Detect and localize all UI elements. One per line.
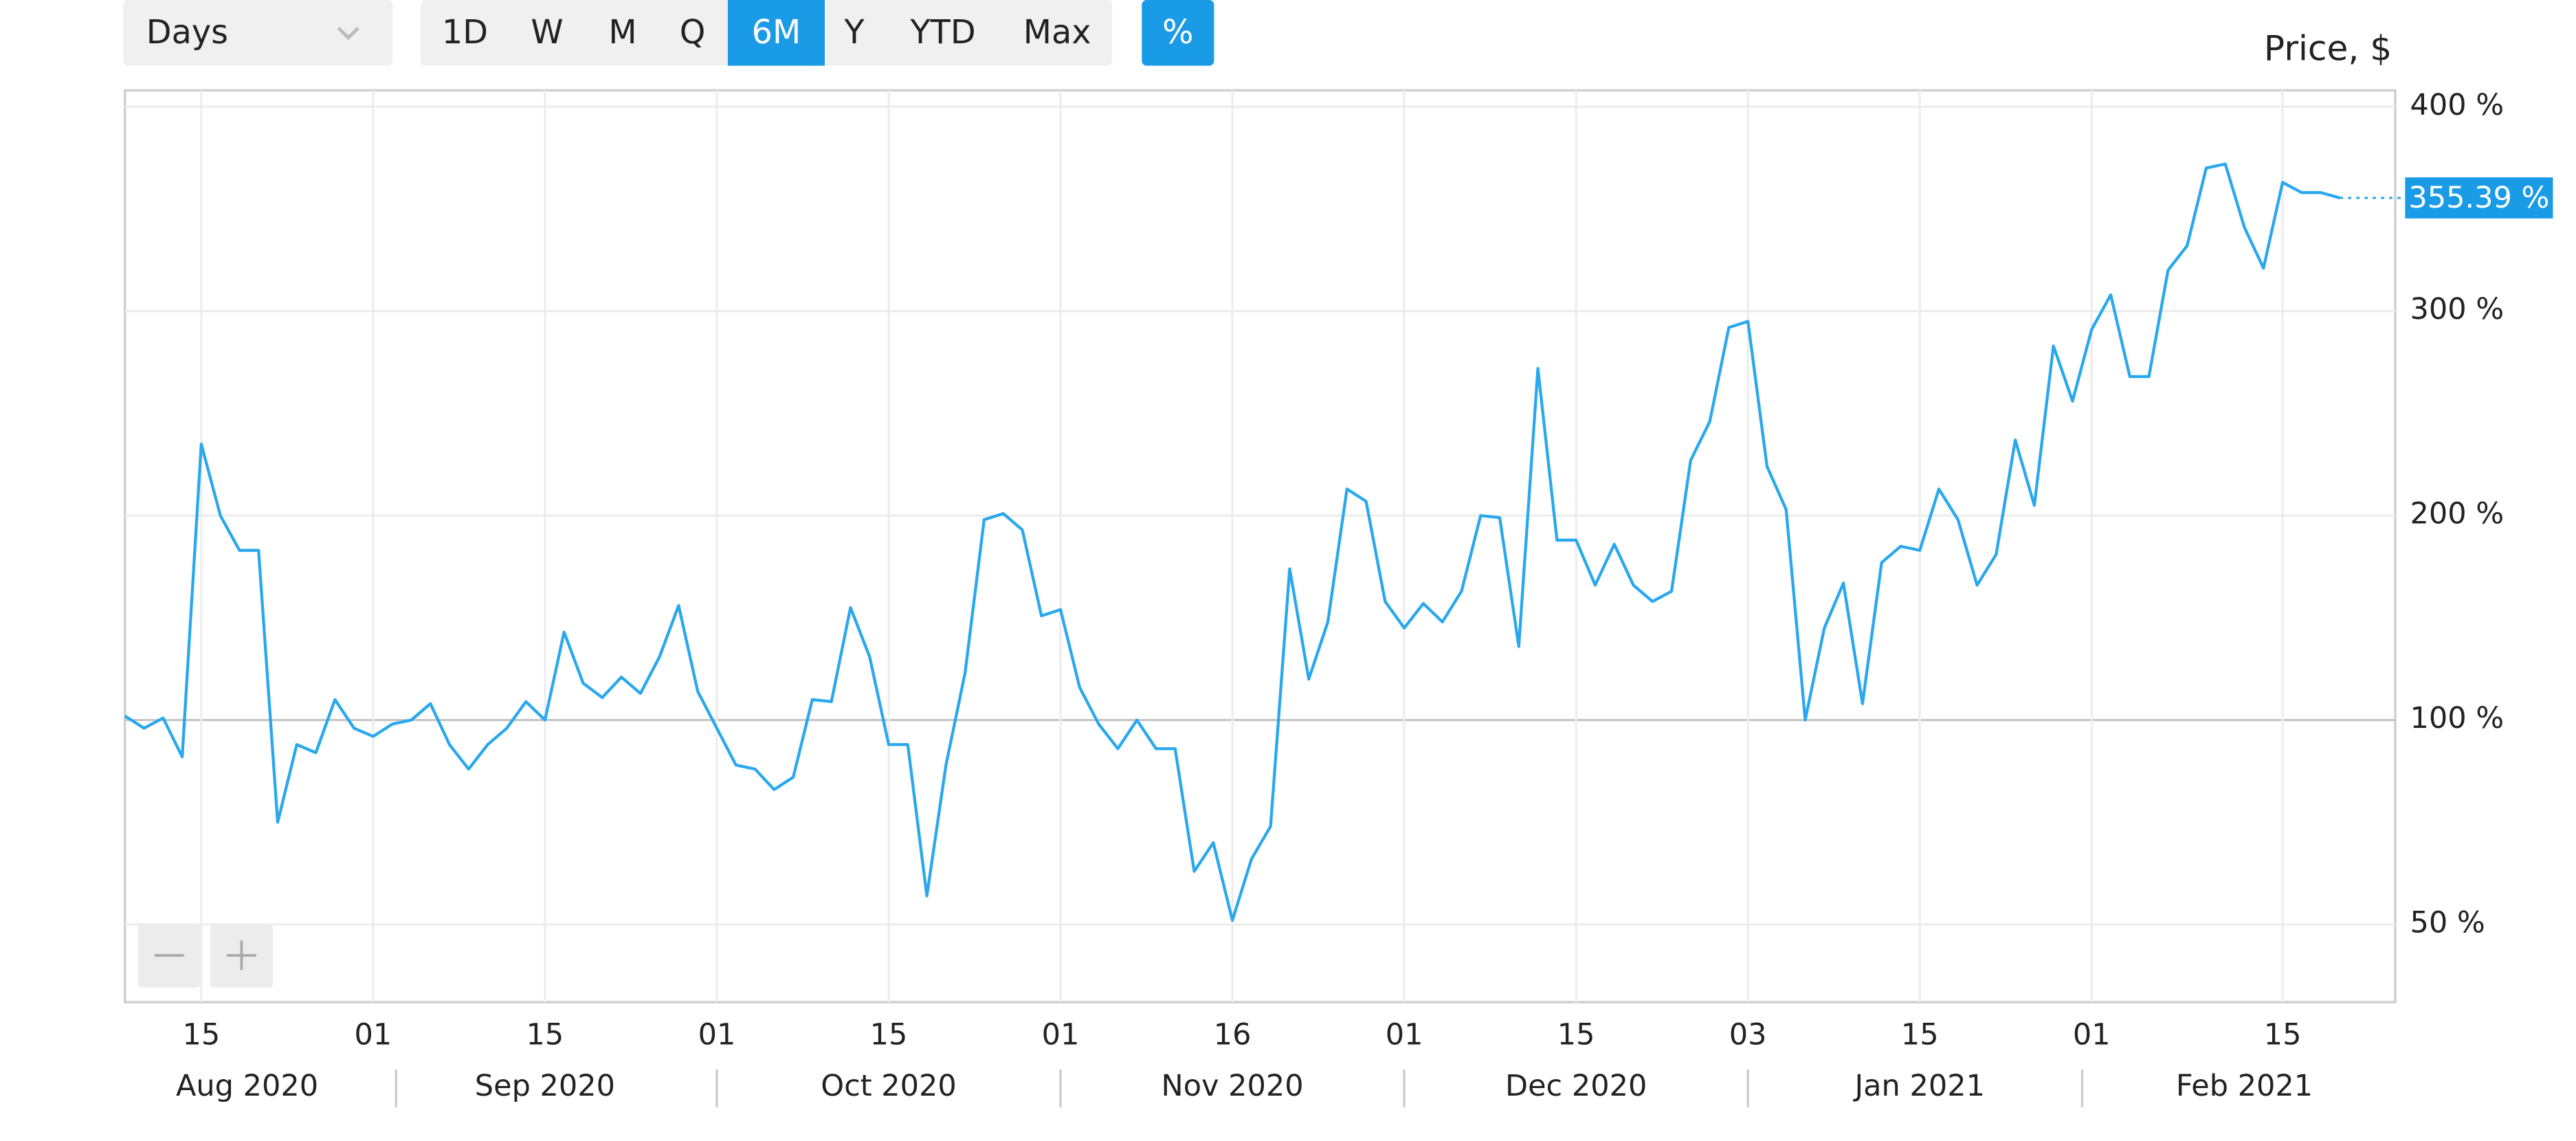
month-label: Sep 2020 (475, 1069, 615, 1103)
x-tick-label: 16 (1214, 1018, 1252, 1052)
month-label: Dec 2020 (1505, 1069, 1647, 1103)
month-label: Feb 2021 (2176, 1069, 2313, 1103)
x-tick-label: 15 (182, 1018, 220, 1052)
y-tick-label: 50 % (2410, 906, 2485, 940)
grid (124, 90, 2396, 1003)
x-tick-label: 01 (355, 1018, 392, 1052)
month-label: Nov 2020 (1162, 1069, 1304, 1103)
range-button-label: Q (680, 14, 706, 52)
x-tick-label: 15 (870, 1018, 908, 1052)
range-button-label: 6M (752, 14, 801, 52)
range-button-label: Y (843, 14, 865, 52)
month-label: Aug 2020 (176, 1069, 318, 1103)
x-tick-label: 03 (1729, 1018, 1767, 1052)
month-label: Jan 2021 (1852, 1069, 1984, 1103)
interval-select[interactable] (123, 0, 393, 66)
last-value-badge (2405, 177, 2553, 219)
x-tick-label: 15 (526, 1018, 564, 1052)
axis-title: Price, $ (2264, 28, 2392, 69)
y-tick-label: 400 % (2410, 88, 2505, 122)
range-button-label: YTD (909, 14, 975, 52)
range-button[interactable] (727, 0, 825, 66)
y-tick-label: 100 % (2410, 701, 2505, 735)
range-button-label: M (608, 14, 636, 52)
y-tick-label: 200 % (2410, 497, 2505, 531)
percent-button-label: % (1162, 14, 1193, 52)
x-tick-label: 01 (1042, 1018, 1080, 1052)
chevron (337, 26, 359, 41)
last-value-label: 355.39 % (2408, 181, 2549, 215)
x-tick-label: 15 (2264, 1018, 2302, 1052)
range-button-label: 1D (442, 14, 488, 52)
interval-select-label: Days (146, 14, 228, 52)
x-tick-label: 01 (1386, 1018, 1423, 1052)
range-button-label: Max (1023, 14, 1091, 52)
y-tick-label: 300 % (2410, 292, 2505, 326)
price-line (124, 162, 2341, 922)
x-tick-label: 01 (2073, 1018, 2111, 1052)
x-tick-label: 01 (698, 1018, 736, 1052)
range-button-label: W (531, 14, 563, 52)
month-label: Oct 2020 (821, 1069, 957, 1103)
x-tick-label: 15 (1901, 1018, 1939, 1052)
percent-button[interactable] (1142, 0, 1214, 66)
x-tick-label: 15 (1557, 1018, 1595, 1052)
plot-frame (123, 89, 2397, 1004)
